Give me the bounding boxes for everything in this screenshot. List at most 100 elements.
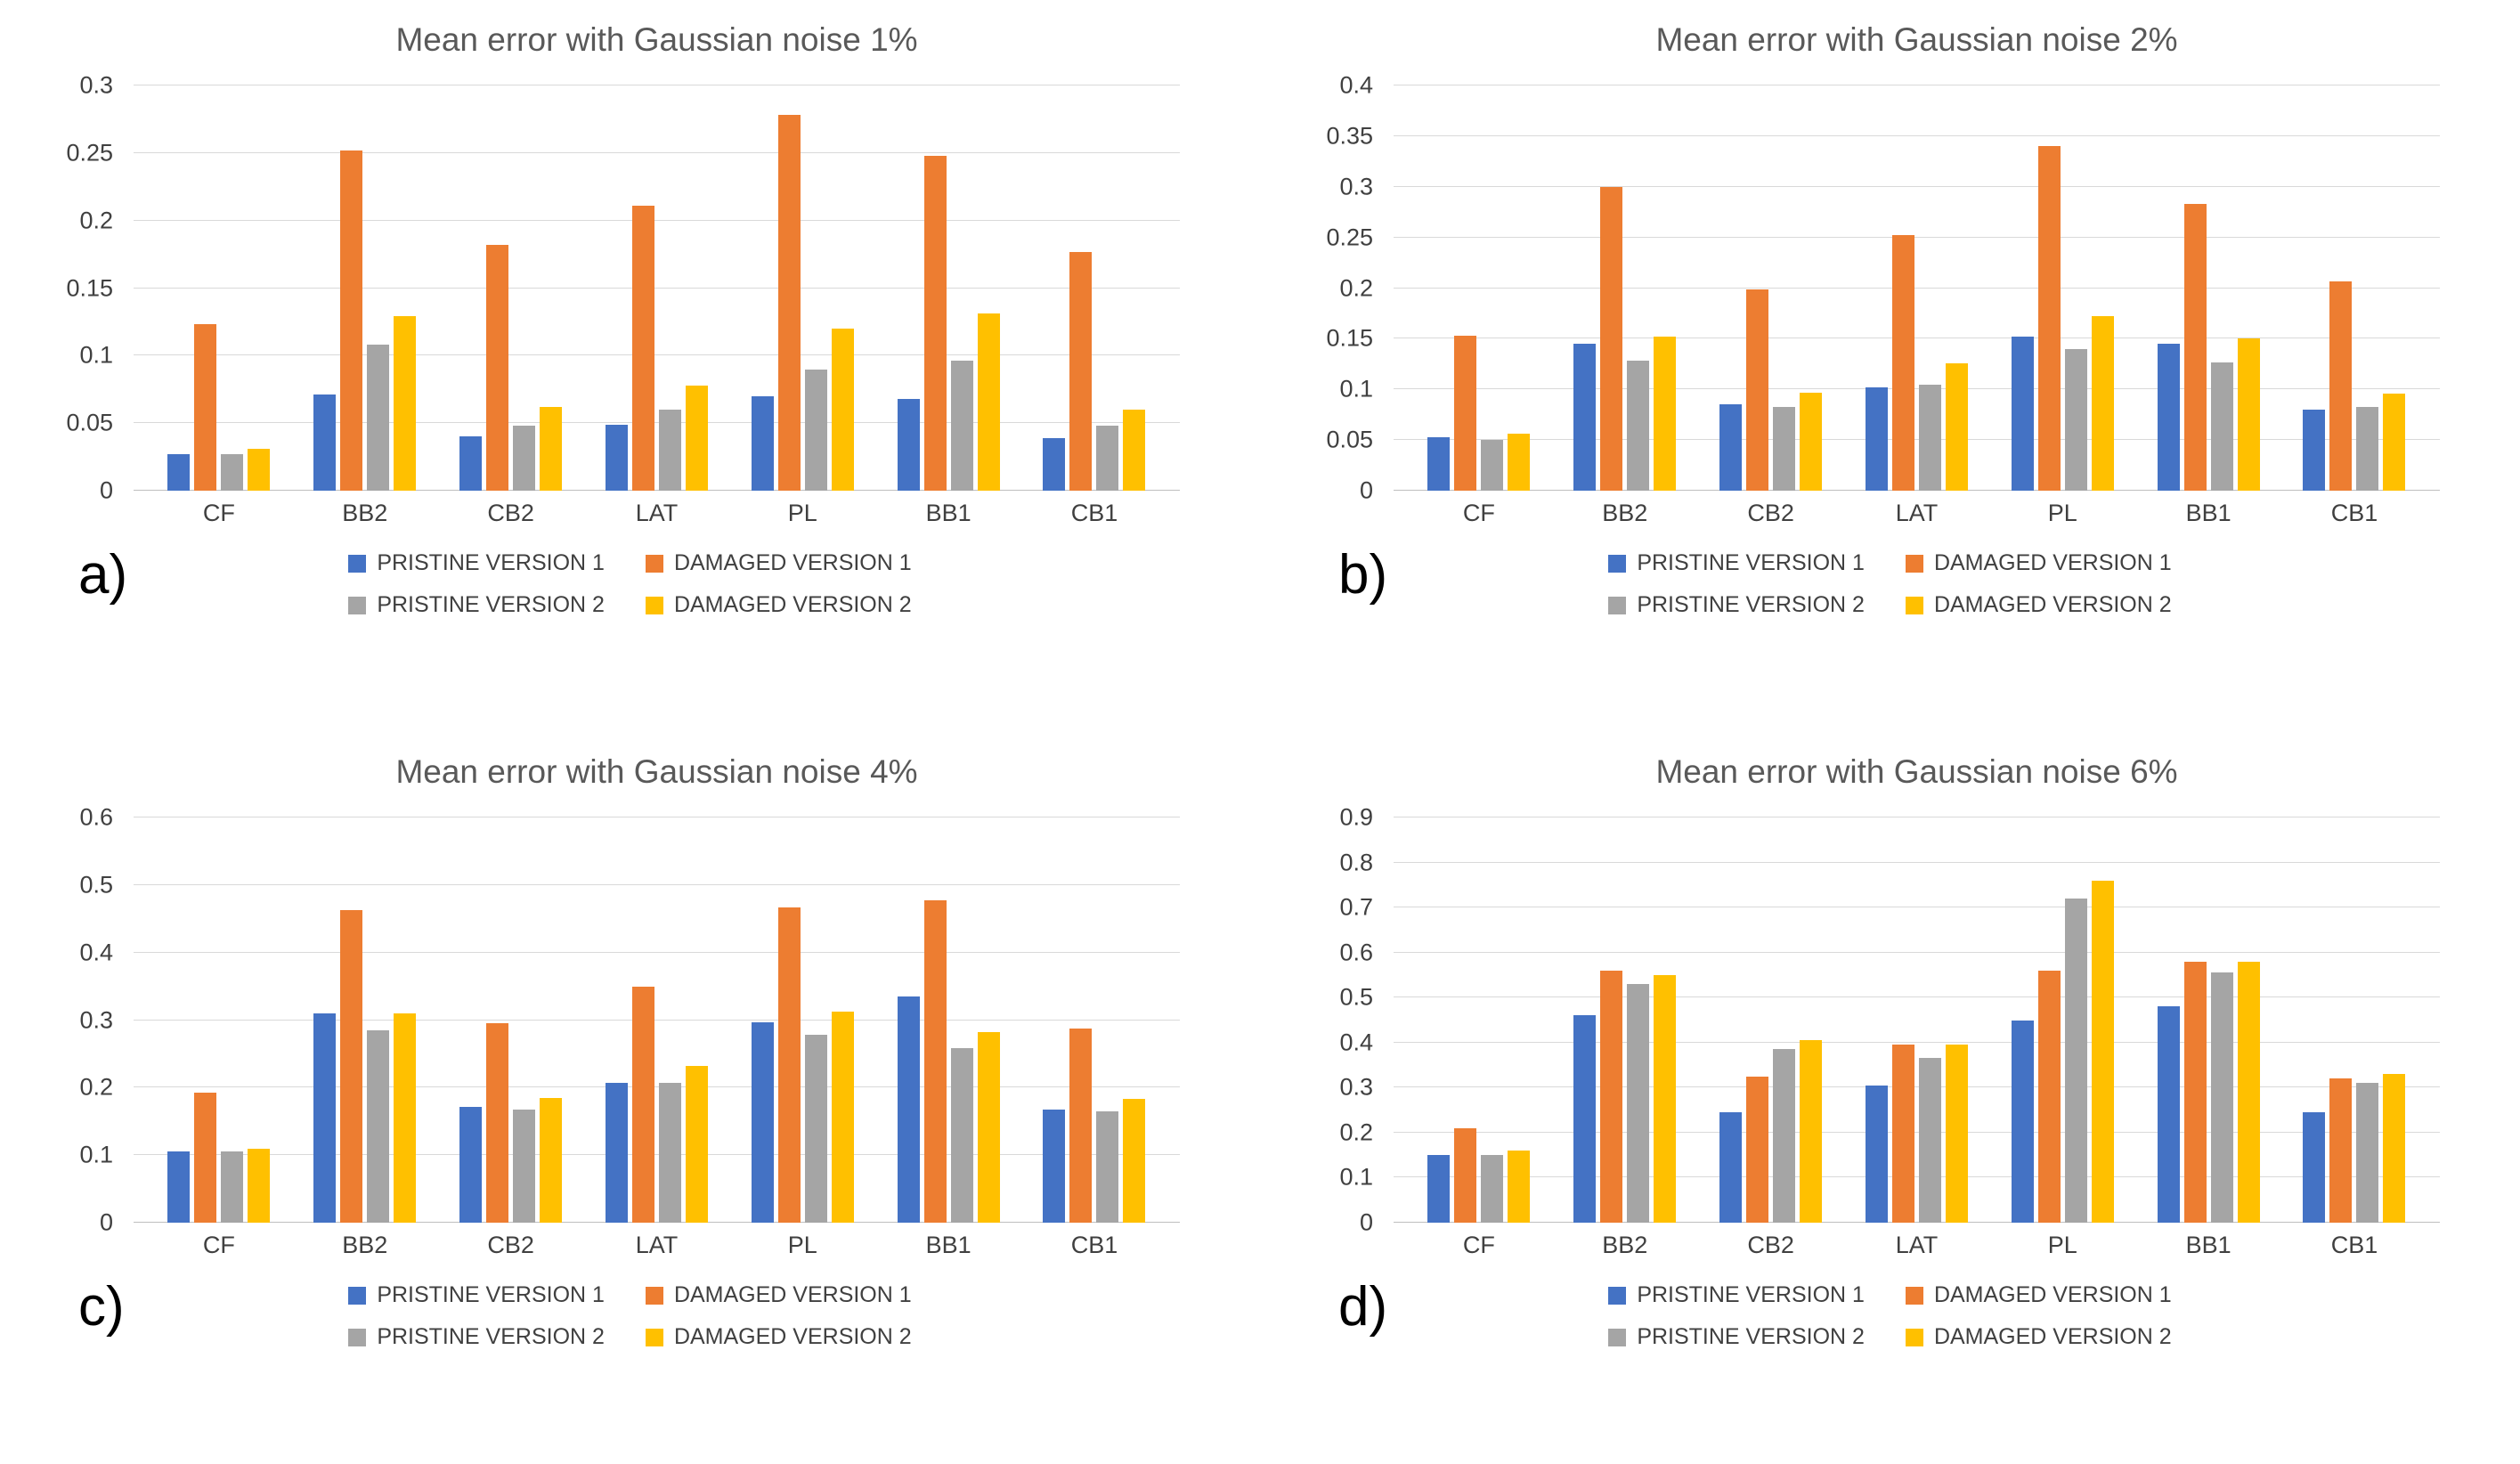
x-axis-labels: CF BB2 CB2 LAT PL BB1 CB1: [1394, 500, 2440, 527]
bar-group-pl: [751, 85, 854, 491]
gridline: [1394, 951, 2440, 953]
bar: [1123, 1099, 1146, 1223]
chart-panel-c: Mean error with Gaussian noise 4% 0 0.1 0.…: [0, 732, 1260, 1464]
bar: [1427, 1155, 1451, 1223]
gridline: [134, 287, 1180, 289]
y-tick-label: 0.35: [1326, 122, 1373, 150]
bar: [831, 329, 854, 491]
gridline: [1394, 287, 2440, 289]
x-tick-label: CB1: [1070, 1232, 1118, 1258]
x-tick-label: CF: [202, 500, 235, 526]
bar-group-cb2: [459, 85, 563, 491]
bar: [394, 1013, 417, 1223]
y-tick-label: 0.5: [79, 871, 113, 899]
bar: [751, 395, 774, 491]
bar-group-cf: [1427, 85, 1531, 491]
y-tick-label: 0.1: [79, 341, 113, 369]
bar: [1600, 186, 1623, 491]
legend-label: DAMAGED VERSION 2: [1933, 1324, 2172, 1349]
bar: [1800, 1040, 1823, 1223]
legend-item: PRISTINE VERSION 1: [348, 550, 605, 576]
x-tick-label: CB1: [2330, 500, 2378, 526]
bar: [950, 361, 973, 491]
legend-item: DAMAGED VERSION 1: [1905, 550, 2172, 576]
y-tick-label: 0.4: [1339, 71, 1373, 99]
plot-area: 0 0.05 0.1 0.15 0.2 0.25 0.3: [66, 73, 1180, 502]
y-tick-label: 0.25: [66, 139, 113, 167]
x-tick-label: CF: [1462, 500, 1495, 526]
x-axis-labels: CF BB2 CB2 LAT PL BB1 CB1: [1394, 1232, 2440, 1259]
chart-title: Mean error with Gaussian noise 6%: [1655, 753, 2178, 790]
bar: [194, 1093, 217, 1223]
legend-swatch-icon: [1905, 1328, 1923, 1346]
bar-group-lat: [605, 817, 708, 1223]
x-tick-label: LAT: [635, 500, 679, 526]
gridline: [134, 883, 1180, 885]
bar: [658, 410, 681, 491]
gridline: [1394, 236, 2440, 238]
bar: [1654, 974, 1677, 1223]
bar: [1123, 410, 1146, 491]
bar-group-bb2: [1573, 85, 1677, 491]
bar: [950, 1048, 973, 1223]
legend-item: DAMAGED VERSION 2: [1905, 1324, 2172, 1350]
y-tick-label: 0.8: [1339, 849, 1373, 876]
bar: [167, 1151, 191, 1223]
y-tick-label: 0.6: [1339, 939, 1373, 966]
legend-swatch-icon: [1608, 1286, 1627, 1305]
legend-item: PRISTINE VERSION 2: [348, 1324, 605, 1350]
gridline: [134, 151, 1180, 153]
x-tick-label: LAT: [1895, 1232, 1939, 1258]
bar: [658, 1083, 681, 1223]
chart-panel-b: Mean error with Gaussian noise 2% 0 0.05 0…: [1260, 0, 2520, 732]
bar-group-bb2: [313, 817, 417, 1223]
x-axis-labels: CF BB2 CB2 LAT PL BB1 CB1: [134, 1232, 1180, 1259]
bar: [1746, 289, 1769, 491]
legend-label: PRISTINE VERSION 1: [1637, 1282, 1865, 1307]
x-tick-label: CB1: [1070, 500, 1118, 526]
chart-panel-a: Mean error with Gaussian noise 1% 0 0.05 0…: [0, 0, 1260, 732]
bar: [2157, 1006, 2180, 1223]
x-tick-label: BB1: [2185, 500, 2231, 526]
legend-label: PRISTINE VERSION 1: [377, 1282, 605, 1307]
bar: [1865, 386, 1888, 491]
bar: [1481, 440, 1504, 491]
bar-group-cb2: [1719, 85, 1823, 491]
bar: [1454, 1127, 1477, 1223]
bar: [1508, 434, 1531, 491]
legend-item: PRISTINE VERSION 1: [1608, 550, 1865, 576]
legend-item: PRISTINE VERSION 1: [348, 1282, 605, 1308]
y-tick-label: 0.1: [79, 1141, 113, 1168]
gridline: [1394, 185, 2440, 187]
bar: [1627, 984, 1650, 1223]
gridline: [1394, 1176, 2440, 1178]
legend-label: DAMAGED VERSION 1: [1933, 1282, 2172, 1307]
gridline: [1394, 134, 2440, 136]
y-tick-label: 0.4: [79, 939, 113, 966]
legend-item: DAMAGED VERSION 2: [645, 1324, 912, 1350]
x-tick-label: BB2: [342, 500, 388, 526]
legend-item: PRISTINE VERSION 2: [1608, 1324, 1865, 1350]
legend-label: DAMAGED VERSION 2: [1933, 592, 2172, 617]
bar: [631, 986, 654, 1223]
x-tick-label: PL: [2047, 500, 2077, 526]
y-tick-label: 0.2: [1339, 274, 1373, 301]
legend-swatch-icon: [1608, 596, 1627, 614]
bar: [2356, 406, 2379, 491]
bar: [777, 907, 801, 1223]
gridline: [1394, 1041, 2440, 1043]
x-tick-label: CB2: [1747, 1232, 1794, 1258]
bar: [1865, 1085, 1888, 1223]
bar-group-lat: [1865, 817, 1968, 1223]
legend-swatch-icon: [645, 554, 663, 573]
legend-item: DAMAGED VERSION 1: [645, 550, 912, 576]
gridline: [1394, 388, 2440, 390]
bar: [1891, 235, 1914, 491]
bar: [804, 1035, 827, 1223]
legend-item: PRISTINE VERSION 2: [1608, 592, 1865, 618]
bar: [1918, 1058, 1941, 1223]
bar: [540, 406, 563, 491]
bar: [459, 1106, 483, 1223]
legend-item: DAMAGED VERSION 2: [1905, 592, 2172, 618]
bar: [2157, 344, 2180, 491]
